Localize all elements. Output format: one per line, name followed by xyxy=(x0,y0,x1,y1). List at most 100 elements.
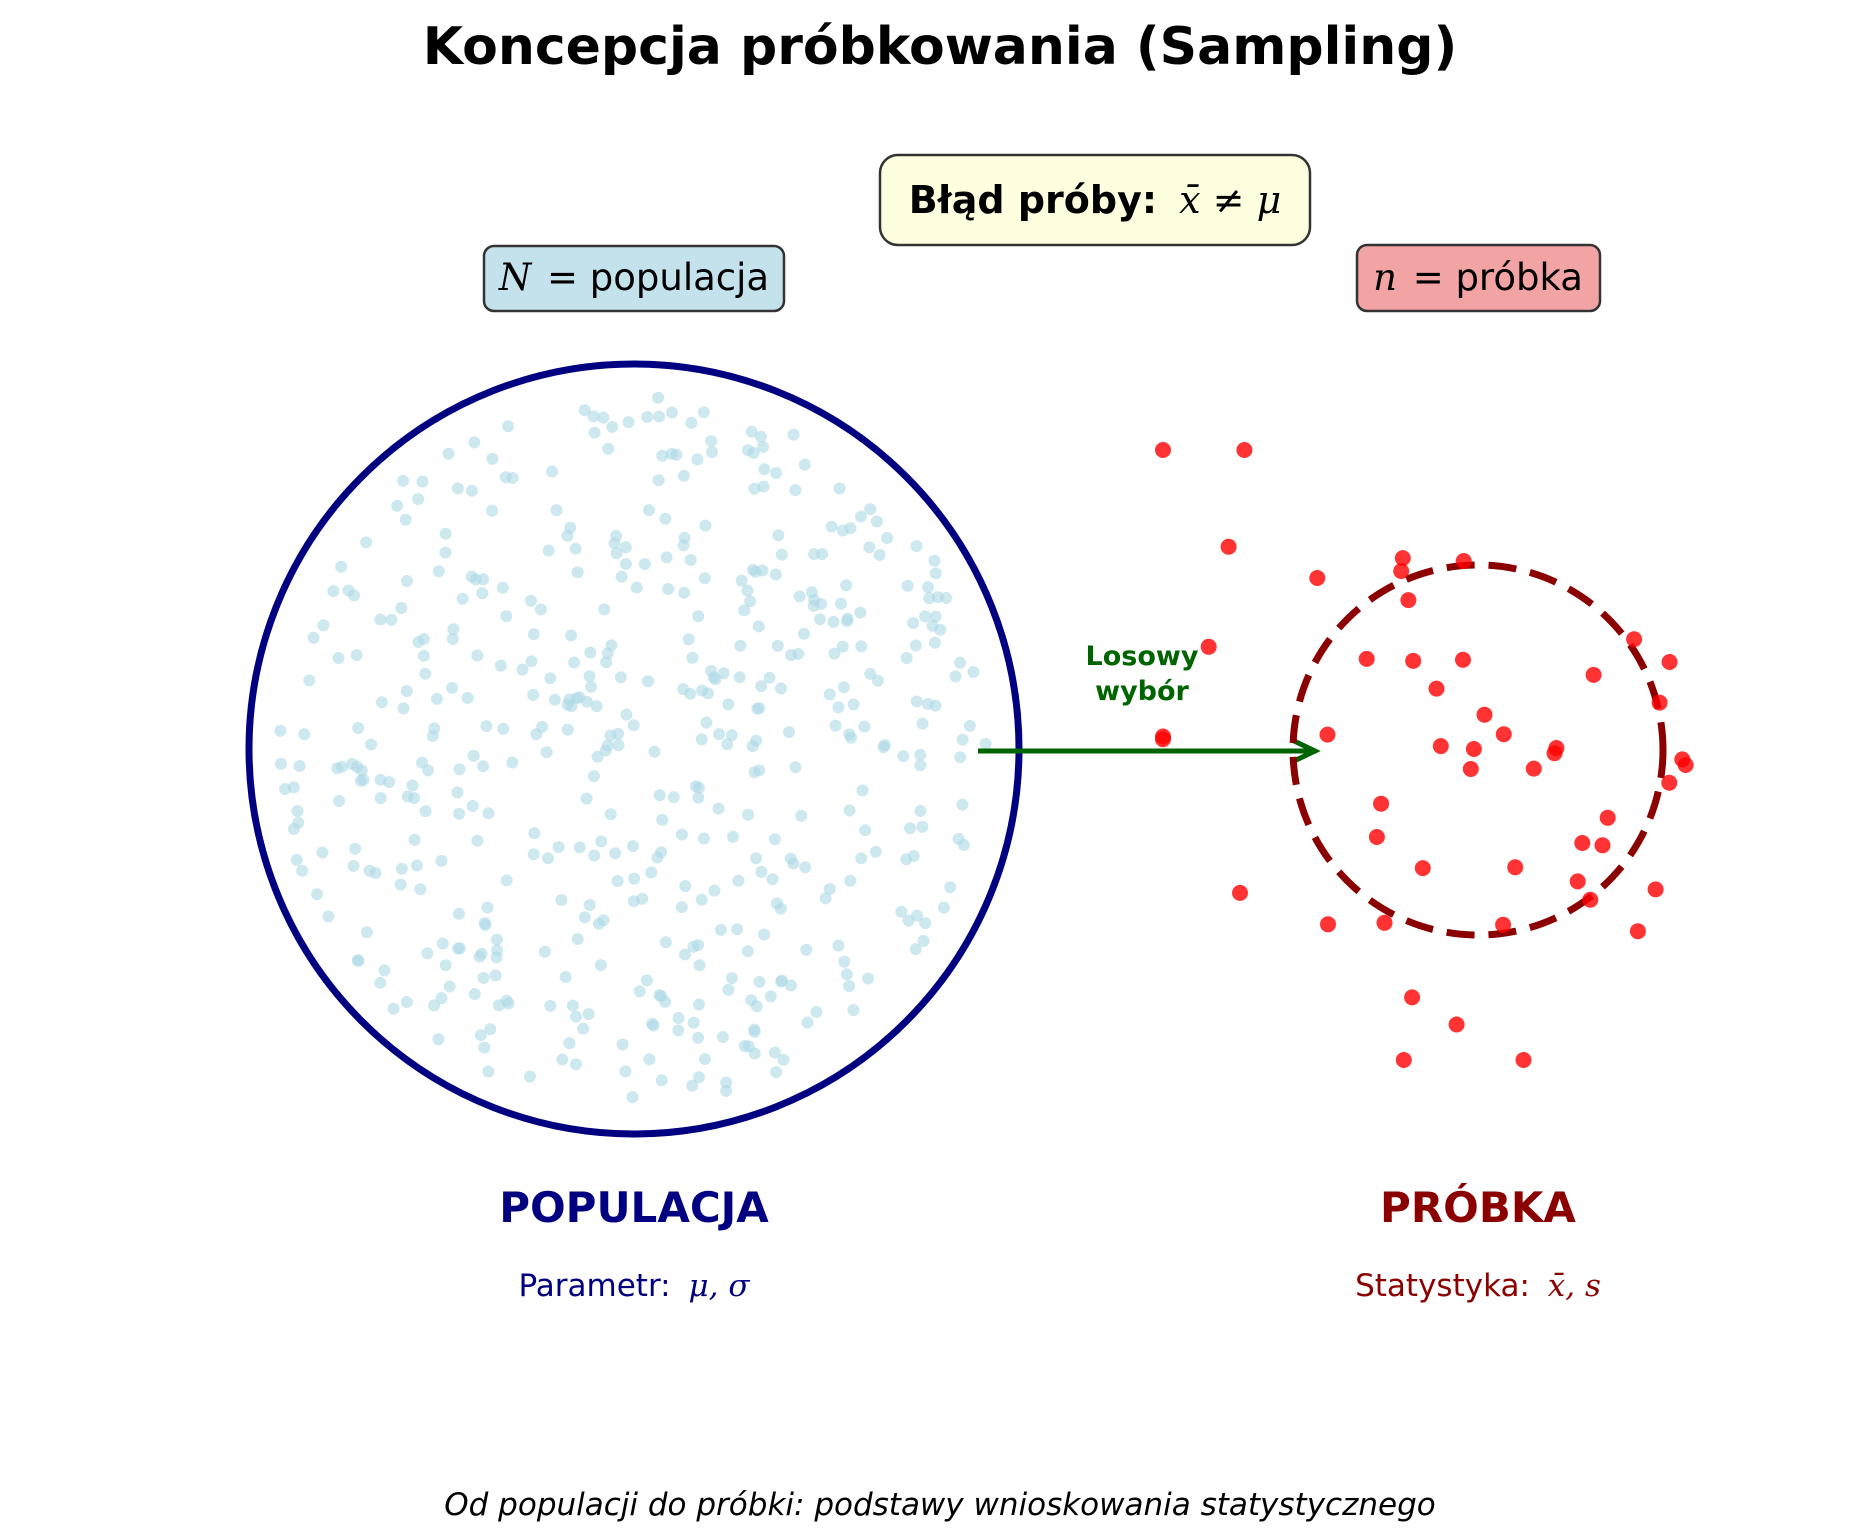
population-point xyxy=(453,807,466,820)
population-point xyxy=(757,440,769,453)
population-point xyxy=(335,560,348,573)
population-circle xyxy=(245,360,1023,1138)
population-point xyxy=(844,522,857,535)
sample-point xyxy=(1661,774,1678,791)
population-point xyxy=(274,724,287,737)
population-point xyxy=(588,426,601,439)
population-point xyxy=(566,999,579,1012)
population-point xyxy=(610,547,623,560)
population-point xyxy=(770,1066,783,1079)
population-point xyxy=(775,682,787,695)
population-point xyxy=(795,809,808,822)
population-point xyxy=(352,722,365,734)
population-point xyxy=(414,883,427,896)
population-point xyxy=(653,789,666,802)
sample-point xyxy=(1200,638,1217,655)
population-point xyxy=(602,442,615,455)
population-point xyxy=(909,639,922,652)
population-point xyxy=(751,702,764,715)
population-point xyxy=(630,581,643,594)
population-point xyxy=(416,475,429,488)
population-point xyxy=(563,1037,576,1050)
population-point xyxy=(768,833,781,846)
population-point xyxy=(720,1084,733,1097)
population-point xyxy=(296,864,309,877)
arrow-label-line1: Losowy xyxy=(1086,641,1199,672)
population-point xyxy=(546,465,559,478)
population-point xyxy=(552,841,565,854)
population-point xyxy=(442,447,455,460)
population-point xyxy=(727,830,739,843)
population-point xyxy=(439,546,452,559)
population-point xyxy=(677,469,690,482)
population-point xyxy=(279,783,292,795)
population-point xyxy=(408,833,421,846)
population-point xyxy=(917,935,930,947)
sampling-error-text: Błąd próby: x̄ ≠ μ xyxy=(909,178,1282,222)
population-point xyxy=(954,751,967,764)
population-point xyxy=(500,610,513,623)
sample-point xyxy=(1661,654,1678,670)
population-point xyxy=(784,852,797,865)
sample-point xyxy=(1432,738,1449,755)
population-point xyxy=(426,729,439,742)
population-point xyxy=(919,610,932,623)
arrow-label-line2: wybór xyxy=(1095,676,1189,707)
sampling-error-box-background xyxy=(878,153,1312,247)
population-point xyxy=(360,926,373,939)
population-point xyxy=(929,567,942,580)
population-point xyxy=(412,493,425,505)
population-point xyxy=(944,881,957,894)
population-point xyxy=(862,972,875,985)
population-parameter: Parametr: μ, σ xyxy=(519,1268,751,1304)
population-point xyxy=(293,760,306,772)
population-point xyxy=(307,631,320,644)
population-point xyxy=(698,572,711,585)
population-point xyxy=(303,674,316,687)
population-point xyxy=(500,994,513,1007)
population-point xyxy=(901,579,914,592)
sample-point xyxy=(1525,760,1542,777)
population-point xyxy=(354,774,367,787)
population-point xyxy=(360,536,373,549)
population-point xyxy=(275,757,287,770)
sample-point xyxy=(1495,916,1512,933)
population-point xyxy=(615,570,628,583)
population-point xyxy=(594,959,607,972)
population-point xyxy=(465,570,478,583)
population-point xyxy=(347,859,360,872)
population-point xyxy=(506,472,519,484)
population-point xyxy=(527,848,540,861)
population-point xyxy=(592,917,605,930)
population-point xyxy=(832,939,845,952)
population-size-symbol: N xyxy=(498,256,533,299)
sample-point xyxy=(1309,570,1326,586)
population-point xyxy=(753,975,766,988)
population-point xyxy=(571,933,584,945)
population-point xyxy=(843,804,856,817)
population-point xyxy=(823,883,836,895)
population-point xyxy=(363,864,376,877)
population-point xyxy=(725,972,738,985)
population-point xyxy=(840,968,853,981)
sample-point xyxy=(1448,1016,1465,1033)
population-point xyxy=(486,452,499,465)
population-point xyxy=(940,592,953,604)
population-point xyxy=(612,739,625,752)
population-point xyxy=(484,1023,497,1036)
population-point xyxy=(406,779,419,792)
population-point xyxy=(787,428,800,441)
population-point xyxy=(527,688,540,701)
population-point xyxy=(490,933,503,946)
sample-point xyxy=(1428,680,1445,697)
sample-point xyxy=(1677,757,1694,773)
population-point xyxy=(583,899,596,911)
population-point xyxy=(453,907,465,920)
population-point xyxy=(350,649,363,662)
population-point xyxy=(910,540,923,553)
population-point xyxy=(738,604,751,617)
sample-points xyxy=(1155,442,1694,1068)
population-point xyxy=(684,554,697,566)
population-point xyxy=(843,980,856,992)
population-point xyxy=(900,652,913,664)
